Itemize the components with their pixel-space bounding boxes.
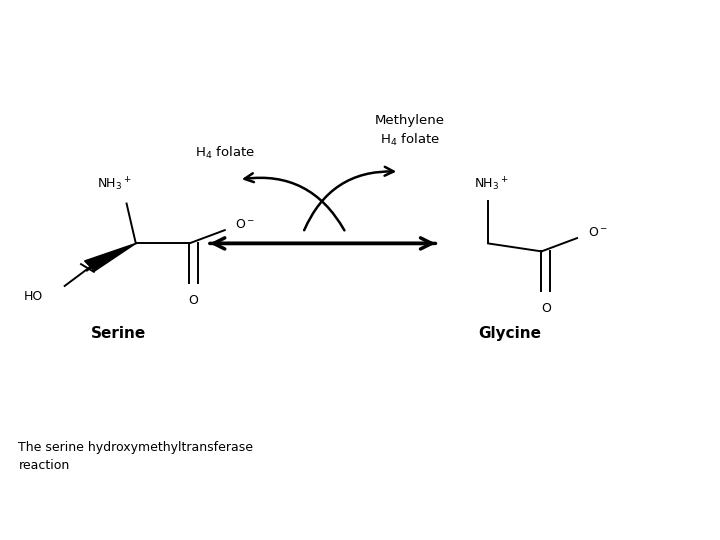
Text: HO: HO [24, 290, 43, 303]
Text: Glycine: Glycine [478, 326, 541, 341]
Text: NH$_3$$^+$: NH$_3$$^+$ [97, 176, 132, 193]
Text: NH$_3$$^+$: NH$_3$$^+$ [474, 176, 509, 193]
Text: O: O [541, 302, 551, 315]
Text: O$^-$: O$^-$ [235, 218, 256, 231]
Text: O: O [189, 294, 199, 307]
Text: H$_4$ folate: H$_4$ folate [195, 145, 255, 161]
Text: Serine: Serine [91, 326, 145, 341]
Polygon shape [84, 244, 136, 271]
Text: The serine hydroxymethyltransferase
reaction: The serine hydroxymethyltransferase reac… [19, 441, 253, 471]
Text: Methylene
H$_4$ folate: Methylene H$_4$ folate [375, 114, 445, 148]
Text: O$^-$: O$^-$ [588, 226, 608, 239]
